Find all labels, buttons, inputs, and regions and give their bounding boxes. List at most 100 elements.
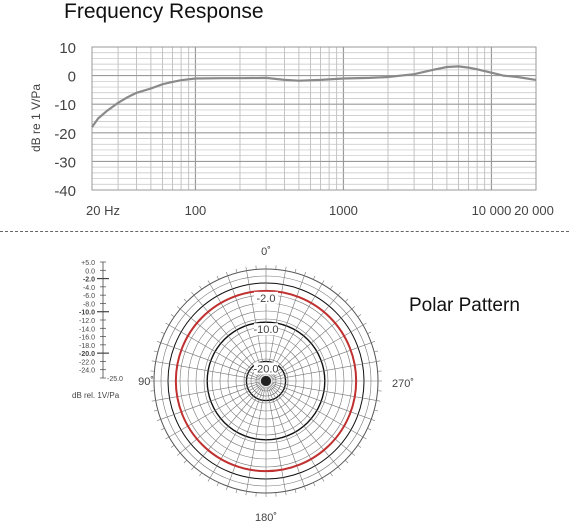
polar-degree-tick <box>153 350 158 353</box>
polar-spoke <box>269 295 339 377</box>
section-divider <box>0 231 569 232</box>
x-tick-label: 10 000 <box>472 203 512 218</box>
polar-degree-tick <box>321 280 325 285</box>
polar-degree-tick <box>183 459 188 464</box>
polar-spoke <box>270 384 352 454</box>
polar-spoke <box>271 342 372 380</box>
plot-frame <box>91 46 537 191</box>
polar-spoke <box>269 385 339 467</box>
polar-spoke <box>160 342 261 380</box>
polar-degree-tick <box>367 331 372 334</box>
polar-degree-tick <box>285 266 287 271</box>
polar-degree-tick <box>371 419 376 421</box>
polar-degree-tick <box>337 291 341 296</box>
polar-spoke <box>271 382 372 420</box>
polar-degree-tick <box>357 444 362 448</box>
polar-degree-tick <box>374 350 379 353</box>
polar-degree-tick <box>226 271 228 276</box>
polar-degree-tick <box>329 285 333 290</box>
polar-degree-tick <box>216 275 219 280</box>
ring-label-bg <box>254 291 278 304</box>
polar-degree-tick <box>170 314 175 318</box>
db-scale-label: -12.0 <box>79 318 95 325</box>
polar-degree-tick <box>151 360 156 362</box>
polar-spoke <box>155 381 261 401</box>
db-scale-label: -4.0 <box>83 285 95 292</box>
polar-degree-tick <box>371 341 376 343</box>
polar-degree-tick <box>207 280 211 285</box>
polar-pattern-curve <box>174 289 358 473</box>
polar-spoke <box>271 361 377 381</box>
polar-spoke <box>271 324 364 379</box>
polar-degree-tick <box>245 266 247 271</box>
db-scale-label: -10.0 <box>79 310 95 317</box>
polar-degree-tick <box>285 491 287 496</box>
polar-degree-tick <box>337 466 341 471</box>
polar-spoke <box>268 283 323 376</box>
polar-degree-tick <box>176 452 181 456</box>
polar-degree-tick <box>151 400 156 402</box>
polar-degree-tick <box>156 341 161 343</box>
polar-degree-tick <box>245 491 247 496</box>
polar-degree-tick <box>329 472 333 477</box>
polar-spoke <box>180 308 262 378</box>
ring-label-bg <box>254 323 278 336</box>
polar-pattern-title: Polar Pattern <box>409 295 520 316</box>
polar-degree-tick <box>199 472 203 477</box>
polar-degree-tick <box>367 428 372 431</box>
db-scale-label: -20.0 <box>79 351 95 358</box>
polar-spoke <box>168 324 261 379</box>
polar-degree-tick <box>376 400 381 402</box>
polar-degree-tick <box>170 444 175 448</box>
polar-degree-tick <box>374 409 379 412</box>
polar-spoke <box>270 308 352 378</box>
polar-degree-tick <box>226 486 228 491</box>
x-tick-label: 1000 <box>329 203 358 218</box>
polar-spoke <box>193 295 263 377</box>
db-scale-label: -22.0 <box>79 359 95 366</box>
frequency-response-title: Frequency Response <box>64 0 264 23</box>
polar-degree-tick <box>304 271 306 276</box>
polar-spoke <box>227 386 265 487</box>
polar-degree-tick <box>156 419 161 421</box>
db-scale-label: -8.0 <box>83 301 95 308</box>
polar-degree-tick <box>153 409 158 412</box>
polar-degree-tick <box>376 360 381 362</box>
polar-spoke <box>160 382 261 420</box>
polar-spoke <box>267 386 305 487</box>
polar-spoke <box>155 361 261 381</box>
polar-degree-tick <box>313 482 316 487</box>
polar-spoke <box>193 385 263 467</box>
y-tick-label: -10 <box>54 97 76 114</box>
polar-angle-label: 90˚ <box>138 376 154 388</box>
db-scale-label: 0.0 <box>85 268 95 275</box>
polar-spoke <box>209 386 264 479</box>
response-curve <box>91 65 537 128</box>
db-scale-label: -2.0 <box>83 277 95 284</box>
polar-spoke <box>246 270 266 376</box>
polar-degree-tick <box>362 322 367 326</box>
polar-degree-tick <box>294 268 297 273</box>
polar-degree-tick <box>176 306 181 310</box>
polar-degree-tick <box>165 436 170 440</box>
y-tick-label: -40 <box>54 183 76 200</box>
db-scale-label: -6.0 <box>83 293 95 300</box>
polar-spoke <box>271 383 364 438</box>
polar-degree-tick <box>304 486 306 491</box>
polar-spoke <box>267 275 305 376</box>
polar-angle-label: 0˚ <box>261 246 271 258</box>
y-tick-label: 10 <box>59 40 76 57</box>
x-tick-label: 20 000 <box>514 203 554 218</box>
y-tick-label: 0 <box>68 69 76 86</box>
polar-degree-tick <box>351 306 356 310</box>
polar-degree-tick <box>191 466 195 471</box>
polar-degree-tick <box>344 459 349 464</box>
db-scale-label: -14.0 <box>79 326 95 333</box>
polar-degree-tick <box>199 285 203 290</box>
db-scale-label: -24.0 <box>79 368 95 375</box>
polar-angle-label: 180˚ <box>255 512 277 523</box>
polar-spoke <box>268 386 323 479</box>
y-tick-label: -20 <box>54 126 76 143</box>
polar-degree-tick <box>216 482 219 487</box>
polar-degree-tick <box>344 298 349 303</box>
